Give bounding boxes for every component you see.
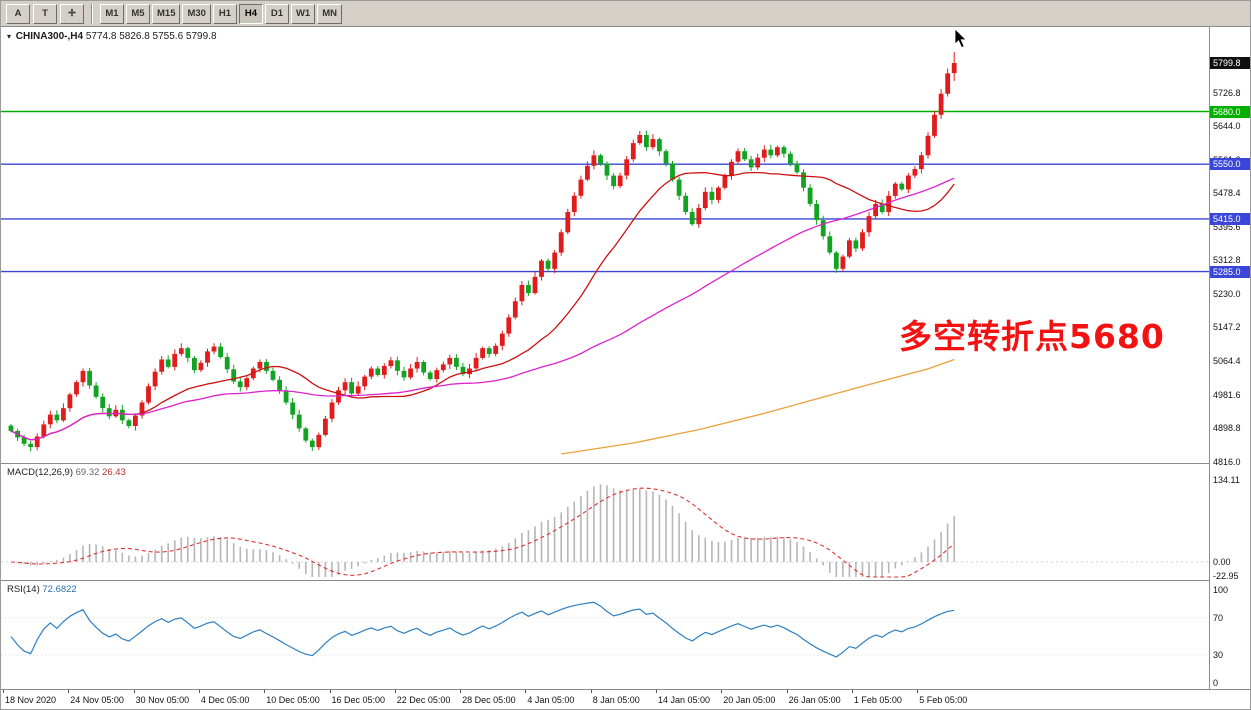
macd-axis-label: 134.11 [1213,474,1240,485]
price-scale-label: 5230.0 [1213,288,1241,299]
macd-signal-value: 26.43 [102,467,126,478]
time-axis-tick [133,690,135,693]
macd-name: MACD(12,26,9) [7,467,73,478]
time-axis-label: 28 Dec 05:00 [462,695,516,705]
timeframe-button-m5[interactable]: M5 [126,3,150,24]
timeframe-button-d1[interactable]: D1 [264,3,289,24]
macd-axis-label: -22.95 [1213,571,1239,581]
timeframe-button-mn[interactable]: MN [317,3,342,24]
time-axis-tick [264,690,266,693]
time-axis-label: 10 Dec 05:00 [266,695,320,705]
time-axis-label: 18 Nov 2020 [5,695,57,705]
price-scale-label: 4981.6 [1213,389,1241,400]
time-axis-label: 24 Nov 05:00 [70,695,124,705]
rsi-axis-label: 0 [1213,678,1219,688]
time-axis-label: 30 Nov 05:00 [135,695,190,705]
price-scale-label: 5147.2 [1213,322,1241,333]
time-axis-tick [917,690,919,693]
rsi-axis-label: 70 [1213,612,1224,623]
chart-region: ▾ CHINA300-,H4 5774.8 5826.8 5755.6 5799… [1,27,1250,709]
timeframe-button-w1[interactable]: W1 [290,3,316,24]
time-axis-label: 22 Dec 05:00 [396,695,451,705]
timeframe-button-group: M1 M5 M15 M30 H1 H4 D1 W1 MN [100,3,342,24]
time-axis-tick [394,690,396,693]
price-scale-label: 5395.6 [1213,221,1241,232]
main-toolbar: A T ✛ M1 M5 M15 M30 H1 H4 D1 W1 MN [1,1,1250,27]
timeframe-button-m30[interactable]: M30 [182,3,211,24]
price-scale-label: 4816.0 [1213,456,1241,467]
rsi-name: RSI(14) [7,584,40,595]
main-price-chart[interactable] [1,27,1209,463]
time-axis-tick [851,690,853,693]
rsi-axis-label: 30 [1213,650,1224,661]
price-scale-label: 5064.4 [1213,356,1241,366]
crosshair-tool-button[interactable]: ✛ [60,3,84,24]
timeframe-button-m15[interactable]: M15 [152,3,181,24]
time-axis-tick [3,690,4,693]
price-scale-label: 5644.0 [1213,121,1241,132]
time-axis-label: 1 Feb 05:00 [853,695,902,705]
pane-divider[interactable] [1,580,1209,581]
timeframe-button-h1[interactable]: H1 [212,3,237,24]
price-scale-label: 5726.8 [1213,87,1241,98]
chart-dropdown-arrow-icon[interactable]: ▾ [7,32,12,41]
arrow-tool-button[interactable]: A [6,3,30,24]
price-axis[interactable]: 5726.85644.05561.25478.45395.65312.85230… [1209,27,1250,689]
symbol-ohlc-header: ▾ CHINA300-,H4 5774.8 5826.8 5755.6 5799… [7,31,217,42]
time-axis-tick [198,690,200,693]
timeframe-button-h4[interactable]: H4 [238,3,263,24]
timeframe-button-m1[interactable]: M1 [100,3,124,24]
time-axis-label: 8 Jan 05:00 [592,695,640,705]
time-axis-label: 5 Feb 05:00 [919,695,968,705]
time-axis-label: 14 Jan 05:00 [658,695,711,705]
price-scale-label: 5312.8 [1213,255,1241,266]
rsi-value: 72.6822 [42,584,77,595]
text-tool-button[interactable]: T [33,3,57,24]
time-axis-label: 20 Jan 05:00 [723,695,776,705]
ohlc-values: 5774.8 5826.8 5755.6 5799.8 [85,31,217,42]
price-level-badge: 5415.0 [1210,212,1250,225]
price-level-badge: 5285.0 [1210,265,1250,278]
time-axis-label: 4 Dec 05:00 [200,695,250,705]
current-price-badge: 5799.8 [1210,57,1250,69]
macd-axis-label: 0.00 [1213,557,1231,567]
toolbar-separator [91,3,93,24]
time-axis-tick [68,690,70,693]
price-scale-label: 4898.8 [1213,423,1241,434]
time-axis-label: 26 Jan 05:00 [788,695,841,705]
price-level-badge: 5550.0 [1210,158,1250,171]
time-axis-tick [721,690,723,693]
rsi-label: RSI(14) 72.6822 [7,584,77,595]
rsi-axis-label: 100 [1213,585,1229,595]
time-axis-label: 16 Dec 05:00 [331,695,386,705]
time-axis-tick [656,690,657,693]
macd-label: MACD(12,26,9) 69.32 26.43 [7,467,126,478]
time-axis-tick [460,690,462,693]
time-axis-tick [786,690,788,693]
time-axis-tick [525,690,527,693]
macd-indicator-pane[interactable] [1,465,1209,580]
price-level-badge: 5680.0 [1210,105,1250,118]
time-axis-label: 4 Jan 05:00 [527,695,575,705]
time-axis-tick [590,690,592,693]
mouse-cursor [954,29,968,49]
rsi-indicator-pane[interactable] [1,582,1209,689]
macd-main-value: 69.32 [75,467,100,478]
pane-divider[interactable] [1,463,1209,464]
price-scale-label: 5478.4 [1213,188,1241,199]
time-axis-tick [329,690,331,693]
chart-annotation-text: 多空转折点5680 [899,317,1165,356]
time-axis[interactable]: 18 Nov 2020 24 Nov 05:00 30 Nov 05:00 4 Dec… [1,689,1250,709]
symbol-name: CHINA300-,H4 [15,31,84,42]
